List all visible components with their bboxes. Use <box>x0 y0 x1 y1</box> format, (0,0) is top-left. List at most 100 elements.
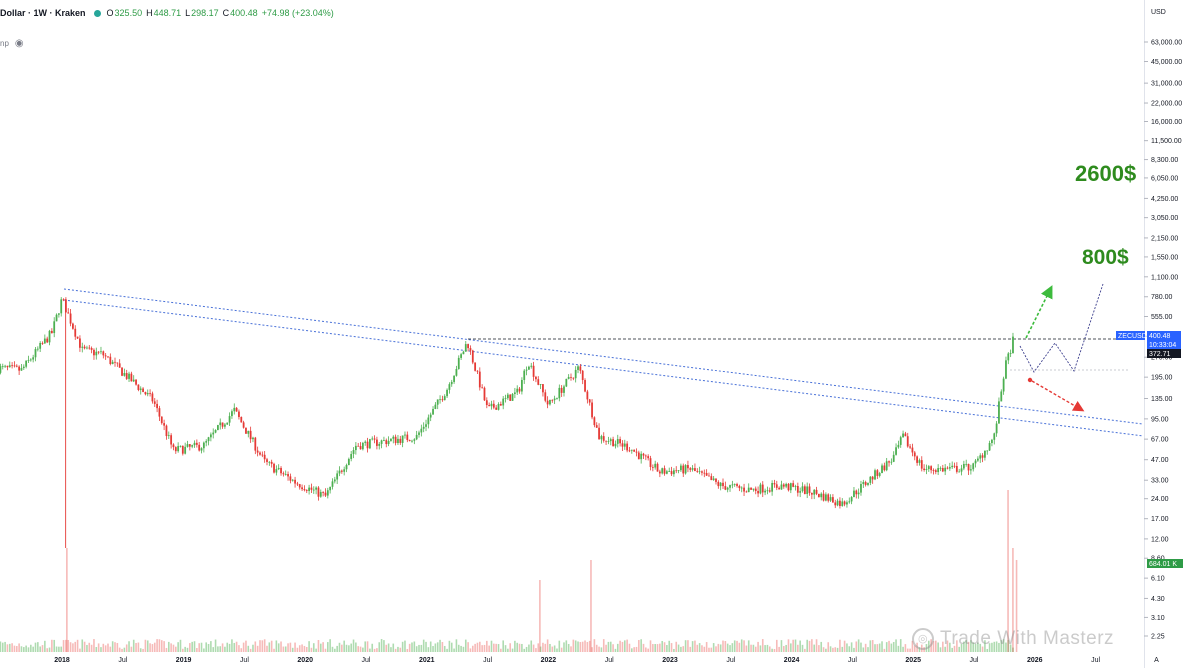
candle-body <box>60 299 63 314</box>
candle-body <box>747 487 750 493</box>
volume-bar <box>876 644 879 652</box>
candle-body <box>560 387 563 393</box>
volume-bar <box>623 640 626 652</box>
candle-body <box>656 463 659 472</box>
x-tick-label: Jul <box>240 657 249 664</box>
candle-body <box>443 396 446 401</box>
candle-body <box>995 423 998 434</box>
volume-bar <box>939 647 942 652</box>
candle-body <box>188 444 191 447</box>
volume-bar <box>988 643 991 652</box>
volume-bar <box>869 640 872 652</box>
volume-bar <box>191 641 193 652</box>
candle-body <box>347 458 350 466</box>
currency-label[interactable]: USD <box>1151 9 1166 16</box>
candle-body <box>897 444 900 448</box>
volume-bar <box>256 645 259 652</box>
y-tick-label: 135.00 <box>1151 396 1173 403</box>
candle-body <box>855 490 858 495</box>
volume-bar <box>67 639 70 652</box>
candle-body <box>520 379 523 392</box>
volume-bar <box>432 646 434 652</box>
candle-body <box>792 483 795 487</box>
candle-body <box>453 375 455 382</box>
candle-body <box>312 489 315 491</box>
volume-bar <box>757 641 759 652</box>
symbol-header: Dollar · 1W · Kraken O 325.50 H 448.71 L 29… <box>0 0 1140 26</box>
candle-body <box>289 476 292 481</box>
volume-bar <box>771 648 773 652</box>
volume-bar <box>740 639 743 652</box>
volume-bar <box>443 645 446 652</box>
volume-bar <box>142 648 144 652</box>
candle-body <box>1007 353 1010 361</box>
candle-body <box>240 416 243 423</box>
indicator-label[interactable]: np <box>0 39 9 48</box>
volume-bar <box>350 643 352 652</box>
candle-body <box>717 481 720 487</box>
volume-tag: 684.01 K <box>1149 561 1177 568</box>
volume-bar <box>203 648 205 652</box>
eye-icon[interactable]: ◉ <box>14 38 24 49</box>
candle-body <box>144 392 147 395</box>
candle-body <box>558 387 561 399</box>
candle-body <box>609 439 612 442</box>
volume-bar <box>46 648 48 652</box>
candle-body <box>387 440 390 445</box>
candle-body <box>439 399 441 401</box>
volume-bar <box>364 641 367 652</box>
volume-bar <box>58 646 60 652</box>
candle-body <box>892 454 895 462</box>
candle-body <box>219 422 222 426</box>
volume-bar <box>254 641 257 652</box>
low-label: L <box>185 8 191 18</box>
candle-body <box>317 487 320 497</box>
volume-bar <box>327 642 329 652</box>
candle-body <box>511 393 514 401</box>
candle-body <box>584 380 586 392</box>
volume-bar <box>778 646 780 652</box>
volume-bar <box>476 642 479 652</box>
symbol-title[interactable]: Dollar · 1W · Kraken <box>0 8 86 18</box>
candle-body <box>291 479 294 481</box>
volume-bar <box>158 639 161 652</box>
volume-bar <box>775 639 778 652</box>
volume-bar <box>415 646 418 652</box>
volume-bar <box>850 642 853 652</box>
volume-bar <box>722 640 724 652</box>
volume-bar <box>179 639 182 652</box>
candle-body <box>165 425 168 437</box>
volume-bar <box>687 640 689 652</box>
candle-body <box>761 484 764 493</box>
candle-body <box>193 442 196 446</box>
y-tick-label: 24.00 <box>1151 496 1169 503</box>
volume-bar <box>888 640 890 652</box>
candle-body <box>254 437 257 451</box>
volume-bar <box>818 645 820 652</box>
volume-bar <box>607 641 610 652</box>
candle-body <box>577 366 579 370</box>
candle-body <box>850 497 853 502</box>
candle-body <box>696 470 699 472</box>
volume-bar <box>673 648 675 652</box>
volume-bar <box>210 641 212 652</box>
candle-body <box>109 356 112 364</box>
candle-body <box>708 475 710 477</box>
volume-bar <box>483 644 486 652</box>
volume-bar <box>212 647 215 652</box>
volume-bar <box>696 644 699 652</box>
candle-body <box>146 393 149 395</box>
candle-body <box>397 438 399 444</box>
volume-bar <box>899 639 902 652</box>
y-tick-label: 3,050.00 <box>1151 215 1178 222</box>
candle-body <box>668 471 671 472</box>
volume-bar <box>196 647 198 652</box>
candle-body <box>925 469 928 471</box>
volume-bar <box>846 643 848 652</box>
candle-body <box>36 348 39 350</box>
candle-body <box>238 411 240 417</box>
volume-bar <box>79 648 81 652</box>
volume-bar <box>343 640 345 652</box>
candle-body <box>738 485 741 489</box>
